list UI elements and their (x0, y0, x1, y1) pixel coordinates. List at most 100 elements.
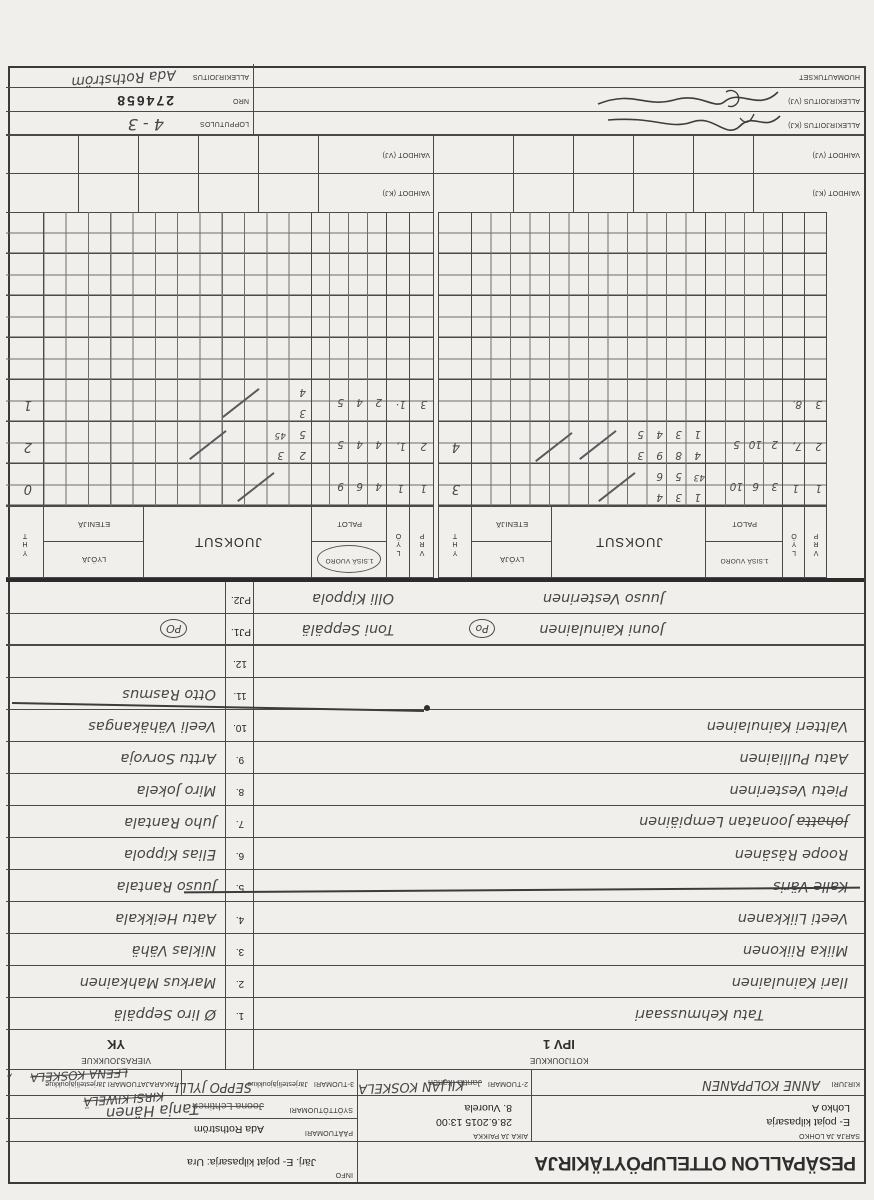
score-mark: 5 (637, 428, 644, 440)
score-mark: 4 (356, 438, 363, 450)
score-mark: 5 (337, 438, 344, 450)
signature-kj (607, 113, 781, 132)
score-mark: 6 (656, 470, 663, 482)
syottotuomari-printed: Joona Lehtinen (192, 1100, 264, 1112)
kirjuri-label: KIRJURI (831, 1080, 860, 1087)
home-player-name: Valtteri Kainulainen (706, 718, 848, 734)
score-mark: 3 (815, 398, 822, 410)
page-title: PESÄPALLON OTTELUPÖYTÄKIRJA (534, 1152, 856, 1173)
score-mark: 0 (23, 481, 32, 496)
vaihdot-vj-label-2: VAIHDOT (VJ) (382, 151, 430, 158)
score-mark: 1 (815, 482, 822, 494)
home-player-name: Pietu Vesterinen (729, 782, 848, 798)
score-mark: 9 (337, 480, 344, 492)
score-mark: 4 (299, 386, 306, 398)
score-mark: 43 (693, 472, 705, 482)
row-number: PJ2. (231, 594, 252, 605)
row-number: 4. (235, 914, 245, 925)
aika-paikka-label: AIKA JA PAIKKA (473, 1132, 528, 1139)
away-player-name: Aatu Heikkala (115, 910, 216, 926)
sarja-lohko-line2: Lohko A (812, 1102, 850, 1114)
home-section-label: KOTIJOUKKUE (529, 1056, 589, 1065)
away-lyoja-header: LYÖJÄ (81, 555, 107, 564)
home-player-name: Tatu Kehmussaari (635, 1006, 764, 1022)
vaihdot-kj-label-2: VAIHDOT (KJ) (382, 189, 430, 196)
score-mark: 5 (337, 396, 344, 408)
signature-vj (597, 89, 779, 108)
score-mark: 45 (274, 430, 286, 440)
away-section-label: VIERASJOUKKUE (81, 1056, 151, 1065)
score-mark: 4 (694, 449, 701, 461)
score-mark: 8. (791, 398, 802, 410)
score-mark: 1 (420, 482, 427, 494)
score-mark: 1 (23, 397, 32, 412)
allekirjoitus-label: ALLEKIRJOITUS (192, 73, 249, 80)
section-divider (6, 578, 864, 582)
home-pj1-badge: Po (469, 619, 495, 638)
huomautukset-label: HUOMAUTUKSET (798, 73, 860, 80)
score-mark: 2 (771, 438, 778, 450)
home-team-name: IPV 1 (543, 1037, 575, 1052)
score-mark: 4 (451, 439, 460, 454)
score-mark: 1, (395, 440, 406, 452)
away-player-name: Niklas Vähä (131, 942, 216, 958)
takaraja-label: TAKARAJATUOMARI (107, 1080, 178, 1087)
vuoro-oval-mark (317, 545, 381, 573)
home-player-name-struck: Johatta (796, 813, 848, 829)
score-mark: 4 (375, 438, 382, 450)
score-mark: 6 (752, 480, 759, 492)
score-mark: 4 (656, 428, 663, 440)
home-pj1-name: Jouni Kainulainen (539, 621, 664, 637)
score-mark: 2 (375, 396, 382, 408)
score-mark: 3 (675, 428, 682, 440)
score-mark: 2 (299, 449, 306, 461)
score-mark: 3 (675, 491, 682, 503)
home-player-name: Veeti Liikkanen (737, 910, 848, 926)
home-etenija-header: ETENIJÄ (495, 520, 529, 529)
score-mark: 7, (791, 440, 802, 452)
row-number: 10. (233, 722, 247, 733)
away-player-name: Juho Rantala (124, 814, 216, 830)
home-player-name: Miika Riikonen (742, 942, 848, 958)
lopputulos-label: LOPPUTULOS (199, 120, 249, 127)
score-mark: 8 (675, 449, 682, 461)
strike-dot (424, 705, 430, 711)
away-palot-header: PALOT (336, 520, 363, 529)
syottotuomari-label: SYÖTTÖTUOMARI (289, 1106, 353, 1113)
info-value: Järj. E- pojat kilpasarja: Ura (187, 1156, 316, 1168)
away-player-name: Elias Kippola (124, 846, 216, 862)
score-mark: 10 (729, 480, 743, 492)
away-pj1-cell: Toni Seppälä PO (160, 619, 394, 638)
score-mark: 3 (299, 407, 306, 419)
away-player-name: Otto Rasmus (122, 686, 216, 702)
allekirjoitus-vj-label: ALLEKIRJOITUS (VJ) (787, 97, 860, 104)
score-mark: 4 (375, 480, 382, 492)
row-number: 6. (235, 850, 245, 861)
score-mark: 3 (277, 449, 284, 461)
home-runs-squares (472, 212, 706, 506)
sarja-lohko-label: SARJA JA LOHKO (798, 1132, 860, 1139)
home-pj2-name: Juuso Vesterinen (542, 590, 664, 606)
home-lyoja-header: LYÖJÄ (499, 555, 525, 564)
score-mark: 3 (451, 481, 460, 496)
score-mark: 10 (748, 438, 762, 450)
home-palot-header: PALOT (731, 520, 758, 529)
kirjuri-handwritten: ANNE KOLPPANEN (702, 1077, 820, 1092)
nro-label: NRO (232, 97, 249, 104)
away-pj1-name: Toni Seppälä (301, 621, 394, 637)
score-mark: 1 (694, 491, 701, 503)
allekirjoitus-kj-label: ALLEKIRJOITUS (KJ) (787, 121, 860, 128)
score-mark: 3 (771, 480, 778, 492)
home-player-name: Roope Räsänen (734, 846, 848, 862)
sarja-lohko-line1: E- pojat kilpasarja (766, 1116, 850, 1128)
home-vuoro-header: 1.SISÄ VUORO (720, 557, 769, 564)
away-team-name: YK (106, 1037, 126, 1052)
home-pj1-cell: Jouni Kainulainen Po (469, 619, 664, 638)
away-pj1-badge: PO (160, 619, 188, 638)
aika-paikka-line2: 8. Vuorela (464, 1102, 512, 1114)
